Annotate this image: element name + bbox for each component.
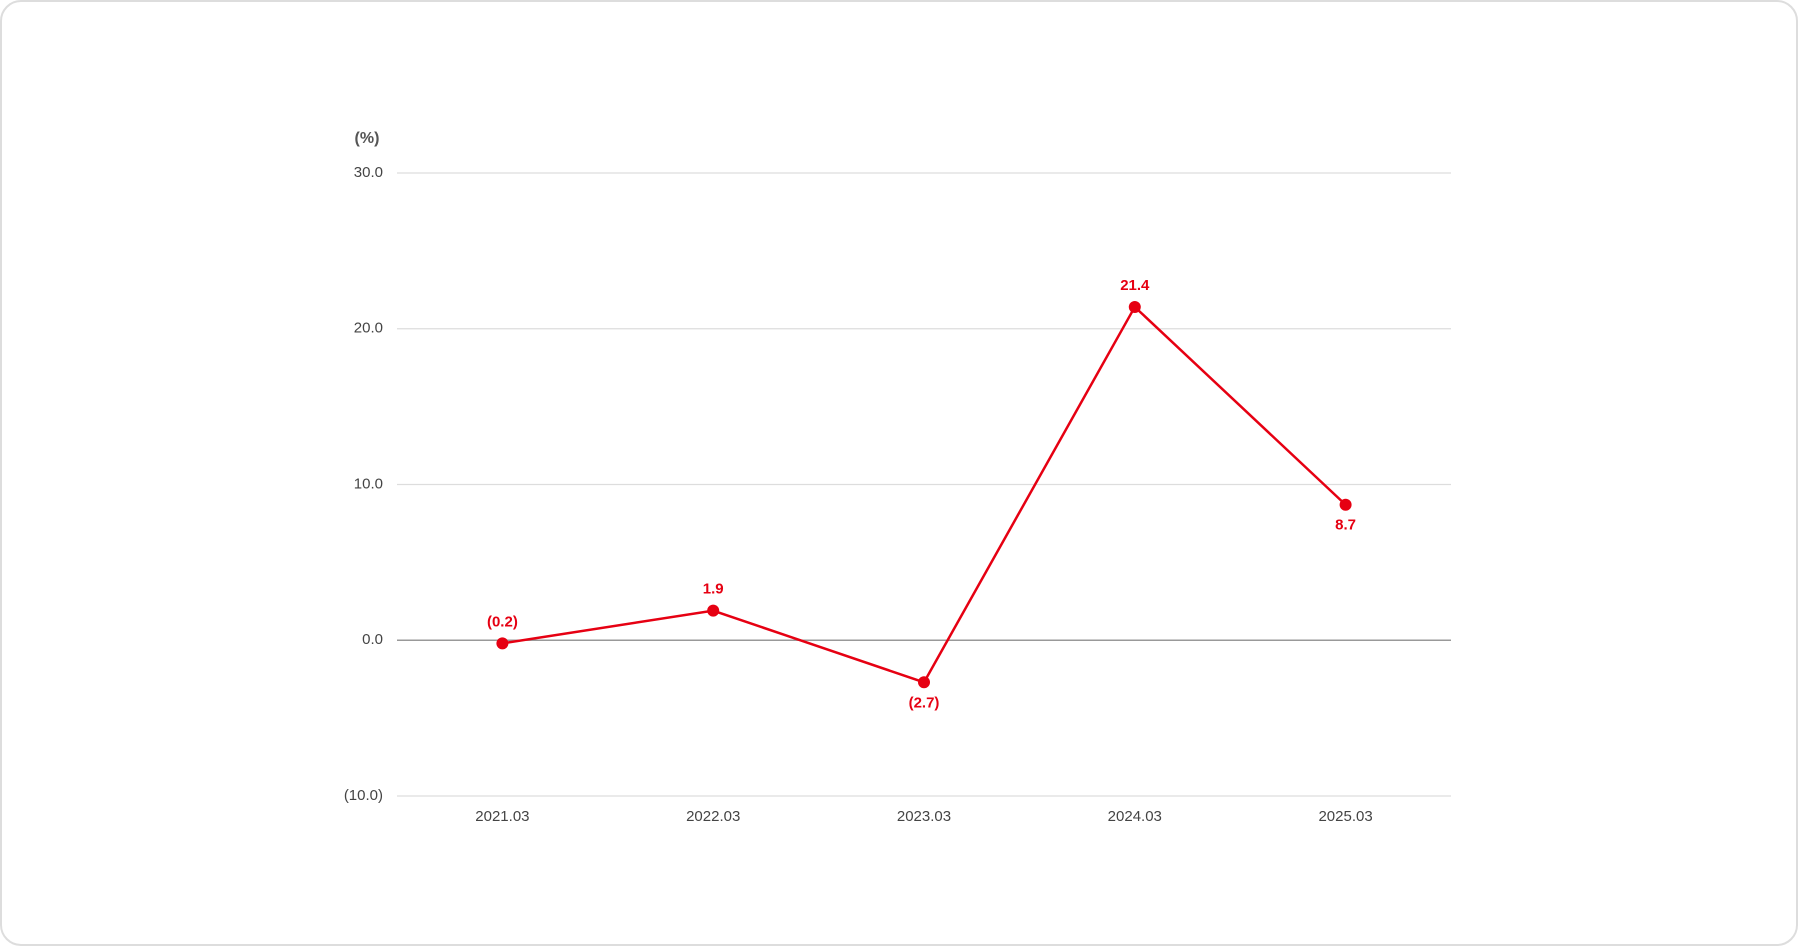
data-point	[1128, 300, 1141, 313]
y-tick-label: 0.0	[362, 631, 383, 648]
y-tick-label: 30.0	[354, 164, 383, 181]
y-axis-label: (%)	[355, 130, 380, 147]
x-tick-label: 2025.03	[1318, 808, 1372, 825]
data-label: (2.7)	[909, 694, 940, 711]
data-point	[707, 604, 720, 617]
data-label: 21.4	[1120, 277, 1150, 294]
data-label: 8.7	[1335, 517, 1356, 534]
data-point	[918, 676, 930, 689]
data-point	[1339, 498, 1352, 511]
data-label: 1.9	[703, 581, 724, 598]
data-point	[496, 637, 509, 650]
x-tick-label: 2024.03	[1108, 808, 1162, 825]
y-tick-label: 10.0	[354, 475, 383, 492]
x-tick-label: 2022.03	[686, 808, 740, 825]
x-tick-label: 2023.03	[897, 808, 951, 825]
data-label: (0.2)	[487, 613, 518, 630]
x-tick-label: 2021.03	[475, 808, 529, 825]
y-tick-label: (10.0)	[344, 787, 383, 804]
y-tick-label: 20.0	[354, 320, 383, 337]
